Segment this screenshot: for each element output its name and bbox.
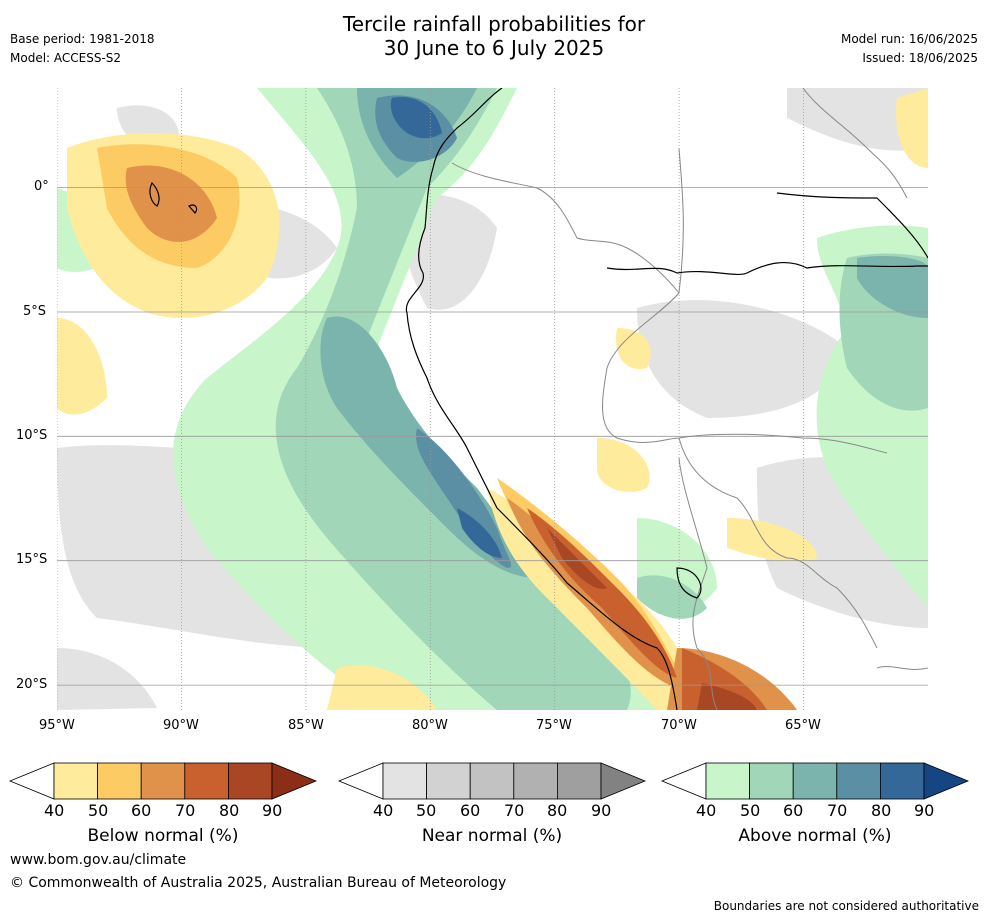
- page-title: Tercile rainfall probabilities for 30 Ju…: [0, 12, 988, 60]
- lon-tick-75w: 75°W: [536, 718, 572, 733]
- cb-below-label-50: 50: [88, 801, 109, 820]
- cb-below-label-80: 80: [219, 801, 240, 820]
- issued-date: Issued: 18/06/2025: [862, 51, 978, 65]
- model-run: Model run: 16/06/2025: [840, 32, 978, 46]
- base-period: Base period: 1981-2018: [10, 32, 155, 46]
- footer-disclaimer: Boundaries are not considered authoritat…: [713, 899, 979, 913]
- lat-tick-15s: 15°S: [16, 552, 48, 567]
- lat-tick-10s: 10°S: [16, 428, 48, 443]
- cb-below-label-90: 90: [262, 801, 283, 820]
- cb-near-segment-2: [469, 762, 515, 800]
- cb-below-label-70: 70: [175, 801, 196, 820]
- cb-below-label-60: 60: [131, 801, 152, 820]
- cb-below-segment-2: [140, 762, 186, 800]
- footer-url[interactable]: www.bom.gov.au/climate: [10, 852, 187, 868]
- lon-tick-85w: 85°W: [288, 718, 324, 733]
- cb-above-label-80: 80: [871, 801, 892, 820]
- cb-below-extend-high: [271, 762, 318, 800]
- lat-tick-0: 0°: [34, 179, 49, 194]
- lon-tick-70w: 70°W: [661, 718, 697, 733]
- cb-near-segment-1: [426, 762, 471, 800]
- colorbars: [8, 762, 970, 800]
- cb-below-segment-3: [184, 762, 229, 800]
- cb-below-extend-low: [8, 762, 55, 800]
- cb-below-segment-1: [97, 762, 142, 800]
- lat-tick-5s: 5°S: [23, 304, 47, 319]
- colorbar-title-below: Below normal (%): [87, 826, 239, 846]
- lon-tick-95w: 95°W: [39, 718, 75, 733]
- model-name: Model: ACCESS-S2: [10, 51, 122, 65]
- lon-tick-80w: 80°W: [412, 718, 448, 733]
- cb-above-segment-0: [705, 762, 750, 800]
- lon-tick-90w: 90°W: [163, 718, 199, 733]
- cb-near-segment-0: [382, 762, 427, 800]
- cb-below-segment-4: [227, 762, 273, 800]
- colorbar-below-normal: [8, 762, 318, 800]
- forecast-map: [57, 88, 928, 710]
- cb-above-label-90: 90: [914, 801, 935, 820]
- cb-below-label-40: 40: [44, 801, 65, 820]
- cb-above-segment-1: [749, 762, 794, 800]
- cb-above-segment-4: [880, 762, 925, 800]
- cb-near-segment-4: [557, 762, 602, 800]
- colorbar-above-normal: [660, 762, 970, 800]
- footer-copyright: © Commonwealth of Australia 2025, Austra…: [10, 875, 507, 891]
- cb-below-segment-0: [53, 762, 98, 800]
- colorbar-near-normal: [337, 762, 647, 800]
- lon-tick-65w: 65°W: [785, 718, 821, 733]
- coastline: [149, 88, 928, 710]
- colorbar-title-near: Near normal (%): [421, 826, 563, 846]
- above-normal-regions: [57, 88, 928, 710]
- cb-near-label-70: 70: [504, 801, 525, 820]
- cb-above-segment-2: [792, 762, 838, 800]
- cb-near-label-60: 60: [460, 801, 481, 820]
- country-borders: [451, 88, 928, 710]
- cb-above-label-40: 40: [696, 801, 717, 820]
- below-normal-regions: [57, 88, 928, 710]
- cb-near-label-80: 80: [547, 801, 568, 820]
- cb-above-label-70: 70: [827, 801, 848, 820]
- title-line-1: Tercile rainfall probabilities for: [342, 12, 646, 36]
- cb-near-extend-high: [600, 762, 647, 800]
- cb-near-label-50: 50: [416, 801, 437, 820]
- cb-above-extend-low: [660, 762, 707, 800]
- lat-tick-20s: 20°S: [16, 677, 48, 692]
- title-line-2: 30 June to 6 July 2025: [383, 36, 605, 60]
- cb-near-extend-low: [337, 762, 384, 800]
- cb-above-segment-3: [836, 762, 881, 800]
- cb-near-segment-3: [513, 762, 558, 800]
- cb-above-extend-high: [923, 762, 970, 800]
- cb-above-label-60: 60: [783, 801, 804, 820]
- cb-above-label-50: 50: [740, 801, 761, 820]
- colorbar-title-above: Above normal (%): [738, 826, 892, 846]
- cb-near-label-90: 90: [591, 801, 612, 820]
- cb-near-label-40: 40: [373, 801, 394, 820]
